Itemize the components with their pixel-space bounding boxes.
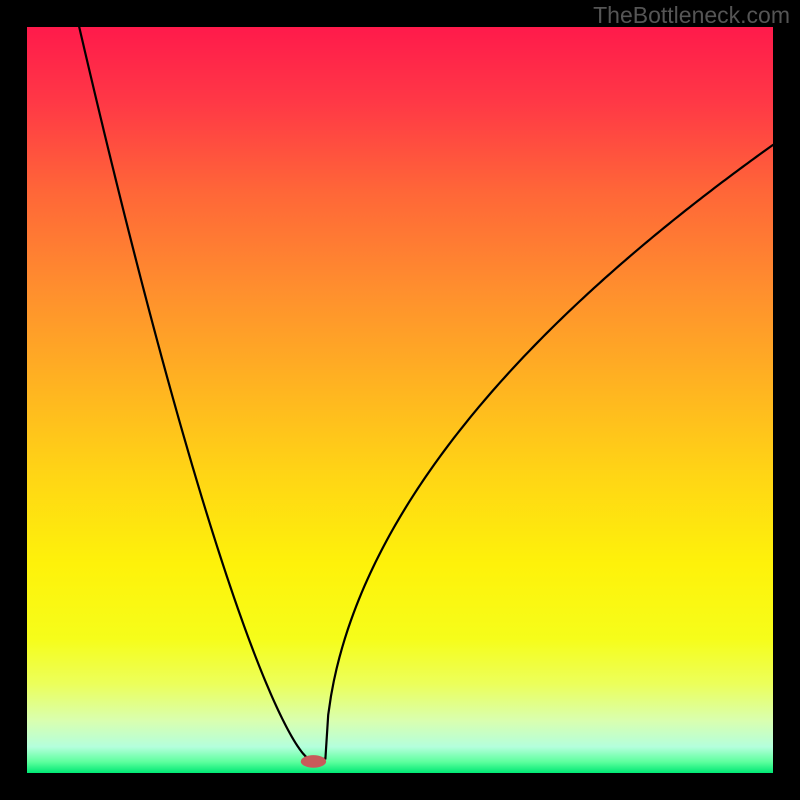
optimum-marker — [301, 755, 326, 768]
bottleneck-plot — [27, 27, 773, 773]
chart-frame: TheBottleneck.com — [0, 0, 800, 800]
plot-background — [27, 27, 773, 773]
watermark-text: TheBottleneck.com — [593, 2, 790, 29]
